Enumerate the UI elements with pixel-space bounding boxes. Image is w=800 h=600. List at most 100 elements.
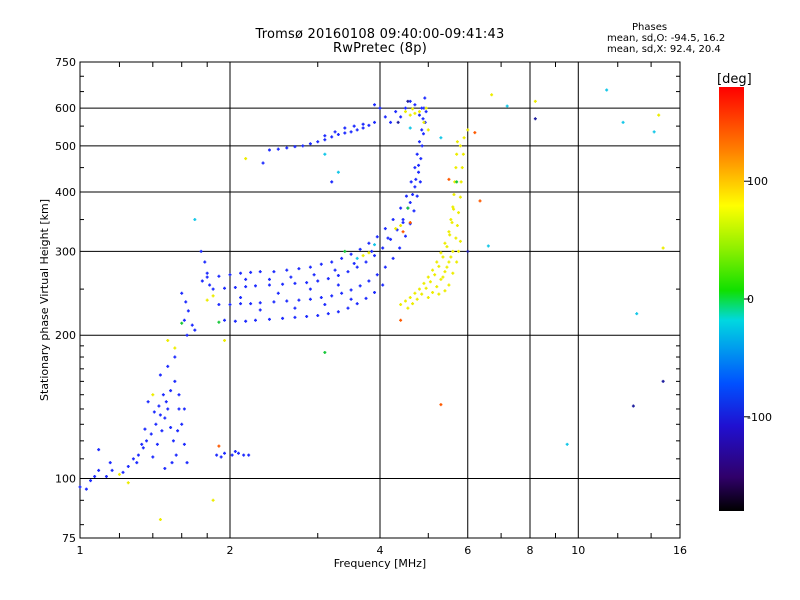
data-point [466, 249, 470, 253]
data-point [177, 393, 181, 397]
data-point [190, 323, 194, 327]
data-point [415, 297, 419, 301]
data-point [383, 227, 387, 231]
data-point [445, 265, 449, 269]
data-point [431, 268, 435, 272]
data-point [326, 277, 330, 281]
data-point [330, 260, 334, 264]
data-point [414, 177, 418, 181]
data-point [305, 281, 309, 285]
data-point [93, 474, 97, 478]
data-point [161, 393, 165, 397]
data-point [126, 481, 130, 485]
data-point [490, 93, 494, 97]
chart-subtitle: RwPretec (8p) [333, 41, 427, 56]
data-point [433, 273, 437, 277]
data-point [154, 422, 158, 426]
y-tick-label: 300 [55, 245, 76, 258]
data-point [422, 281, 426, 285]
data-point [247, 453, 251, 457]
y-tick-label: 500 [55, 140, 76, 153]
data-point [361, 254, 365, 258]
data-point [289, 275, 293, 279]
data-point [149, 432, 153, 436]
data-point [143, 427, 147, 431]
data-point [389, 120, 393, 124]
data-point [459, 180, 463, 184]
data-point [126, 464, 130, 468]
data-point [439, 251, 443, 255]
data-point [420, 144, 424, 148]
data-point [441, 275, 445, 279]
data-point [399, 206, 403, 210]
data-point [403, 106, 407, 110]
data-point [462, 136, 466, 140]
data-point [565, 442, 569, 446]
data-point [355, 128, 359, 132]
data-point [340, 256, 344, 260]
data-point [211, 294, 215, 298]
data-point [349, 288, 353, 292]
data-point [323, 134, 327, 138]
data-point [417, 113, 421, 117]
data-point [140, 442, 144, 446]
data-point [408, 296, 412, 300]
data-point [276, 147, 280, 151]
data-point [451, 249, 455, 253]
data-point [370, 249, 374, 253]
data-point [258, 270, 262, 274]
data-point [355, 265, 359, 269]
data-point [364, 260, 368, 264]
data-point [408, 221, 412, 225]
data-point [352, 124, 356, 128]
y-axis-label: Stationary phase Virtual Height [km] [38, 199, 51, 401]
data-point [417, 110, 421, 114]
x-axis-label: Frequency [MHz] [334, 557, 426, 570]
data-point [158, 518, 162, 522]
data-point [373, 103, 377, 107]
data-point [621, 120, 625, 124]
data-point [443, 241, 447, 245]
data-point [486, 244, 490, 248]
data-point [422, 120, 426, 124]
data-point [421, 117, 425, 121]
data-point [236, 451, 240, 455]
data-point [272, 300, 276, 304]
data-point [533, 99, 537, 103]
data-point [174, 453, 178, 457]
data-point [323, 303, 327, 307]
data-point [180, 422, 184, 426]
data-point [258, 301, 262, 305]
y-tick-label: 100 [55, 473, 76, 486]
data-point [413, 291, 417, 295]
data-point [193, 218, 197, 222]
data-point [386, 236, 390, 240]
data-point [312, 273, 316, 277]
data-point [605, 88, 609, 92]
data-point [336, 310, 340, 314]
data-point [406, 206, 410, 210]
data-point [394, 110, 398, 114]
data-point [401, 230, 405, 234]
data-point [293, 145, 297, 149]
data-point [223, 286, 227, 290]
data-point [439, 136, 443, 140]
data-point [193, 328, 197, 332]
data-point [163, 416, 167, 420]
data-point [233, 449, 237, 453]
data-point [411, 107, 415, 111]
data-point [458, 239, 462, 243]
data-point [355, 256, 359, 260]
data-point [239, 271, 243, 275]
data-point [177, 407, 181, 411]
data-point [239, 296, 243, 300]
chart-title: Tromsø 20160108 09:40:00-09:41:43 [255, 27, 505, 42]
data-point [443, 289, 447, 293]
data-point [661, 246, 665, 250]
data-point [447, 177, 451, 181]
data-point [97, 448, 101, 452]
data-point [157, 404, 161, 408]
data-point [170, 461, 174, 465]
data-point [346, 270, 350, 274]
data-point [169, 425, 173, 429]
